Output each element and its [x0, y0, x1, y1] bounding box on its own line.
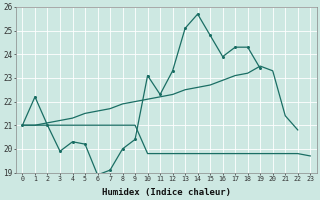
X-axis label: Humidex (Indice chaleur): Humidex (Indice chaleur): [102, 188, 231, 197]
